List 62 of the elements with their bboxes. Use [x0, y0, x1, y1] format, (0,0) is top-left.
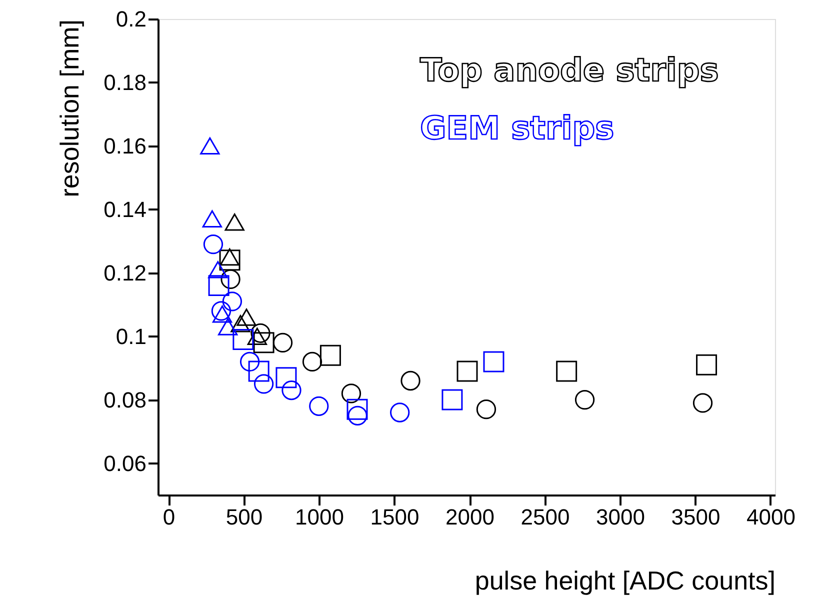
point [200, 137, 220, 155]
x-tick-label: 2000 [446, 504, 494, 530]
point [202, 210, 222, 228]
point [250, 323, 270, 343]
point [400, 370, 420, 391]
point [302, 352, 322, 372]
x-tick-label: 3000 [596, 504, 645, 530]
point [692, 393, 713, 413]
point [442, 389, 463, 410]
point [456, 360, 478, 382]
point [230, 315, 250, 332]
point [203, 234, 224, 254]
y-tick-label: 0.08 [104, 387, 146, 412]
point [341, 384, 362, 404]
point [272, 332, 293, 352]
point [574, 390, 595, 410]
point [254, 374, 274, 394]
point [309, 396, 329, 416]
point [556, 360, 578, 382]
point [208, 275, 230, 296]
point [276, 367, 297, 388]
point [346, 398, 368, 420]
point [282, 380, 302, 400]
point [219, 250, 240, 271]
point [253, 332, 274, 354]
point [236, 308, 256, 326]
point [211, 301, 232, 321]
point [240, 352, 260, 372]
point [232, 329, 254, 350]
point [220, 269, 240, 290]
x-tick-label: 4000 [746, 504, 796, 530]
y-tick-label: 0.14 [104, 196, 146, 222]
x-tick-label: 1000 [295, 504, 344, 530]
point [248, 360, 270, 382]
y-tick-label: 0.06 [104, 450, 146, 476]
point [348, 406, 368, 426]
y-tick-label: 0.16 [104, 133, 146, 158]
point [222, 292, 242, 312]
point [212, 306, 232, 323]
point [218, 318, 238, 336]
point [476, 400, 496, 420]
x-axis-title: pulse height [ADC counts] [474, 566, 776, 596]
x-tick-label: 1500 [370, 504, 420, 530]
x-tick-label: 0 [162, 504, 176, 530]
y-tick-label: 0.18 [104, 70, 146, 95]
point [696, 354, 718, 376]
point [390, 402, 410, 422]
point [247, 328, 268, 345]
annotation: Top anode strips [420, 51, 719, 89]
point [483, 351, 504, 372]
point [208, 261, 228, 278]
x-tick-label: 3500 [671, 504, 720, 530]
point [224, 213, 244, 231]
point [320, 344, 341, 366]
y-tick-label: 0.12 [104, 260, 146, 286]
y-tick-label: 0.2 [116, 6, 146, 32]
x-tick-label: 500 [226, 504, 263, 530]
y-axis-title: resolution [mm] [54, 20, 85, 198]
point [220, 248, 240, 266]
x-tick-label: 2500 [520, 504, 570, 530]
annotation: GEM strips [420, 109, 614, 147]
y-tick-label: 0.1 [116, 324, 146, 349]
